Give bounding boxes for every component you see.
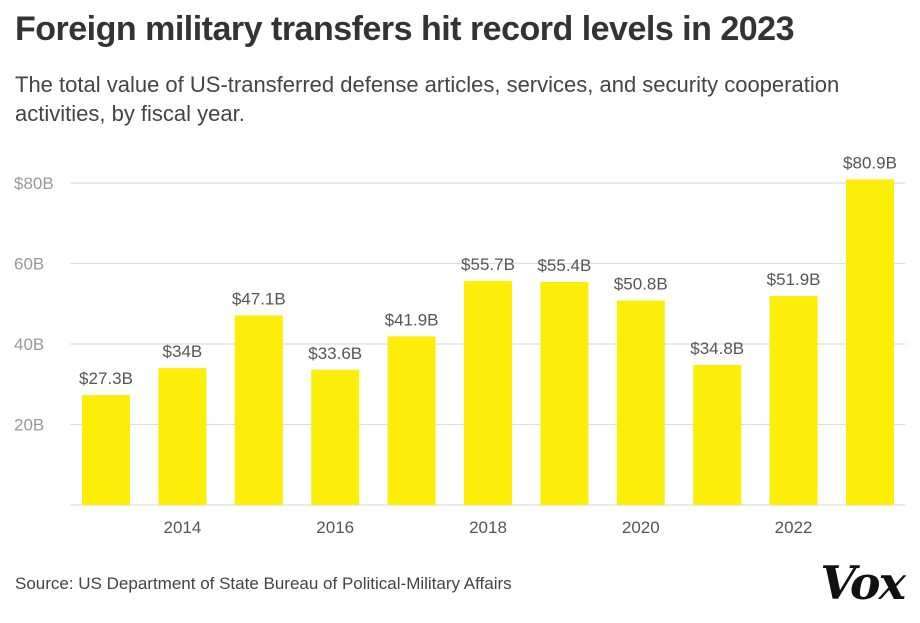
bar-2014 — [158, 368, 207, 505]
bar-2017 — [387, 336, 436, 505]
bar-2013 — [82, 395, 130, 505]
data-labels: $27.3B $34B $47.1B $33.6B $41.9B $55.7B $55.4B… — [79, 153, 897, 388]
data-label: $55.4B — [537, 256, 591, 275]
chart-subtitle: The total value of US-transferred defens… — [15, 72, 840, 126]
y-tick-label: $80B — [14, 174, 54, 193]
x-tick-label: 2022 — [775, 518, 813, 537]
data-label: $51.9B — [767, 270, 821, 289]
bars — [82, 179, 894, 505]
bar-2019 — [540, 282, 589, 505]
vox-logo: Vox — [820, 556, 906, 610]
bar-2021 — [693, 364, 742, 505]
data-label: $50.8B — [614, 275, 668, 294]
data-label: $34B — [163, 342, 203, 361]
bar-2018 — [464, 280, 512, 505]
data-label: $34.8B — [690, 339, 744, 358]
x-tick-label: 2020 — [622, 518, 660, 537]
chart-title: Foreign military transfers hit record le… — [15, 10, 794, 48]
y-axis-ticks: 20B 40B 60B $80B — [14, 174, 54, 435]
data-label: $47.1B — [232, 289, 286, 308]
data-label: $55.7B — [461, 255, 515, 274]
data-label: $80.9B — [843, 153, 897, 172]
bar-2015 — [234, 315, 283, 505]
x-tick-label: 2018 — [469, 518, 507, 537]
bar-2023 — [846, 179, 894, 505]
x-tick-label: 2016 — [316, 518, 354, 537]
data-label: $41.9B — [385, 310, 439, 329]
data-label: $33.6B — [308, 344, 362, 363]
bar-chart: $27.3B $34B $47.1B $33.6B $41.9B $55.7B $55.4B… — [14, 153, 905, 537]
y-tick-label: 20B — [14, 416, 44, 435]
bar-2020 — [616, 300, 665, 505]
y-tick-label: 60B — [14, 255, 44, 274]
bar-2022 — [769, 296, 818, 505]
x-tick-label: 2014 — [163, 518, 201, 537]
x-axis-ticks: 2014 2016 2018 2020 2022 — [163, 518, 812, 537]
data-label: $27.3B — [79, 369, 133, 388]
source-note: Source: US Department of State Bureau of… — [15, 574, 512, 593]
y-tick-label: 40B — [14, 335, 44, 354]
bar-2016 — [311, 369, 360, 505]
